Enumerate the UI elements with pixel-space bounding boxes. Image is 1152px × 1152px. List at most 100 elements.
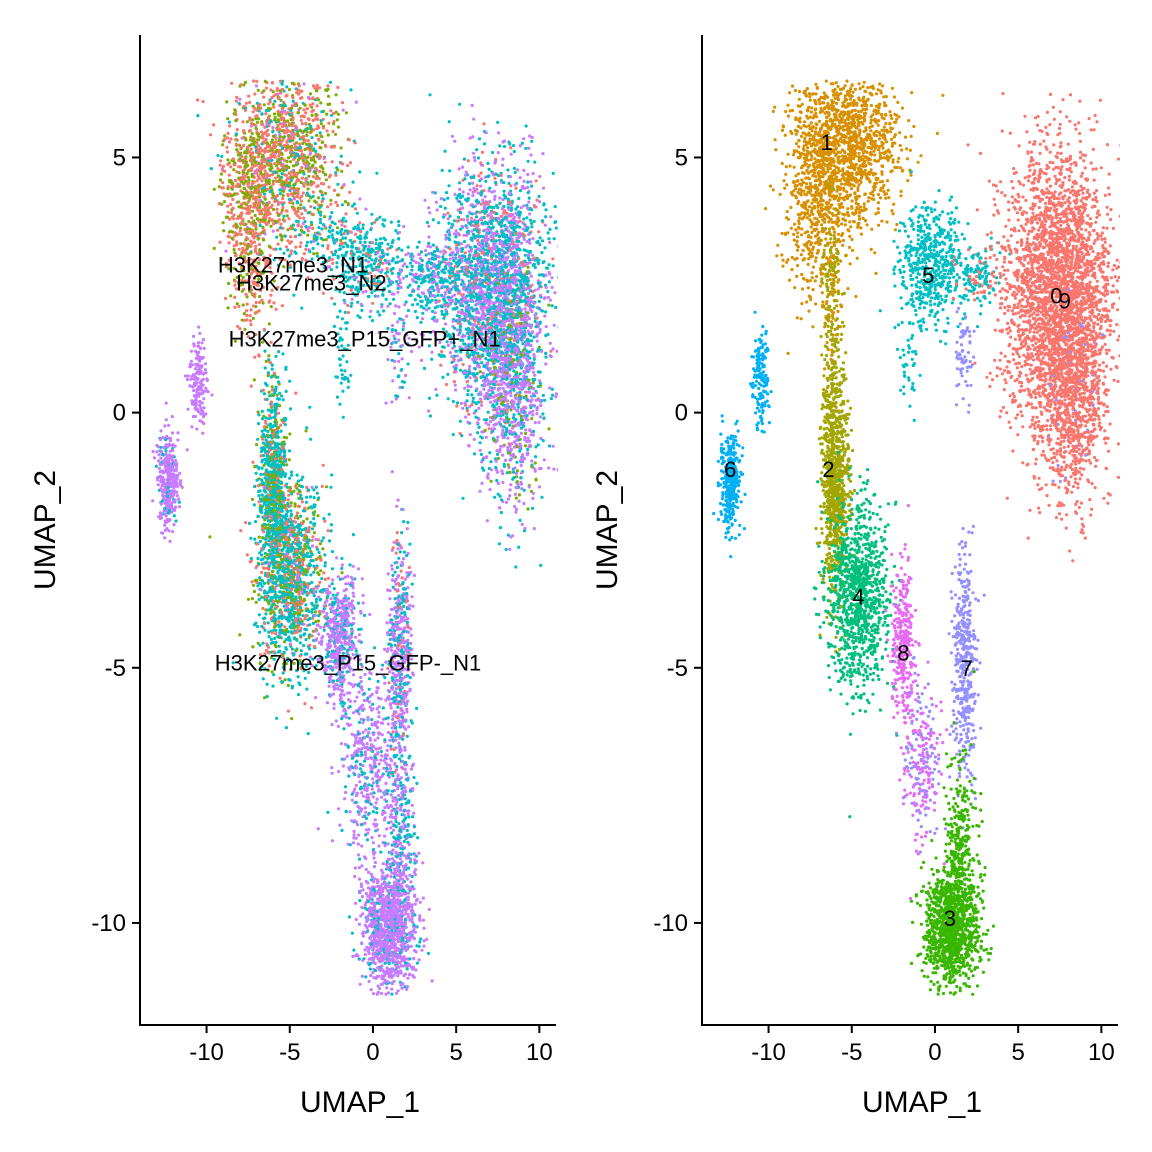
data-point [253,106,257,110]
data-point [373,274,377,278]
data-point [456,215,461,219]
data-point [526,279,530,283]
data-point [363,276,367,280]
data-point [471,193,475,198]
data-point [327,229,331,233]
data-point [249,322,253,327]
data-point [477,322,481,326]
data-point [545,266,550,270]
data-point [209,167,213,171]
data-point [428,211,432,215]
data-point [221,143,225,147]
data-point [452,357,456,361]
data-point [304,111,308,115]
data-point [269,164,273,168]
data-point [358,284,362,288]
data-point [261,225,265,229]
data-point [233,108,237,112]
data-point [362,283,366,287]
data-point [461,247,465,251]
data-point [523,307,527,311]
data-point [260,158,264,162]
data-point [336,112,340,116]
data-point [454,297,458,301]
data-point [296,110,301,115]
data-point [299,149,303,153]
data-point [299,90,303,94]
data-point [544,273,548,277]
data-point [275,211,279,215]
data-point [239,83,243,87]
data-point [533,266,537,270]
data-point [487,237,491,241]
data-point [376,310,380,314]
data-point [364,252,368,256]
data-point [262,192,267,196]
data-point [390,259,394,263]
data-point [397,230,402,235]
data-point [279,201,283,205]
data-point [247,178,251,183]
data-point [285,183,289,188]
data-point [439,363,443,367]
data-point [395,279,399,284]
data-point [527,200,531,204]
data-point [355,271,360,275]
data-point [474,415,478,419]
data-point [537,230,541,234]
data-point [300,122,304,126]
data-point [527,365,531,369]
data-point [386,252,390,256]
data-point [466,229,470,233]
data-point [448,233,452,237]
data-point [446,196,450,200]
data-point [374,242,378,246]
data-point [476,351,480,355]
data-point [509,286,513,290]
data-point [288,201,292,205]
data-point [305,130,309,134]
data-point [280,168,284,172]
data-point [479,287,483,291]
data-point [508,191,512,195]
data-point [498,234,502,239]
data-point [503,223,507,228]
data-point [246,210,250,214]
data-point [363,236,367,240]
data-point [305,107,309,111]
data-point [236,216,240,220]
data-point [534,325,538,329]
data-point [439,204,443,209]
data-point [476,156,481,160]
data-point [560,289,563,292]
data-point [485,290,489,294]
data-point [540,309,545,313]
data-point [446,211,450,215]
data-point [328,80,333,84]
data-point [396,286,400,290]
data-point [507,269,511,273]
data-point [224,296,228,301]
data-point [506,278,510,282]
data-point [372,262,376,266]
data-point [299,199,304,203]
data-point [272,171,277,175]
data-point [475,148,479,152]
data-point [358,264,362,268]
data-point [522,234,527,238]
data-point [450,134,454,138]
data-point [468,286,473,290]
data-point [272,112,277,116]
data-point [536,287,540,291]
data-point [348,190,352,194]
data-point [252,276,256,281]
data-point [287,217,291,221]
data-point [247,94,251,98]
data-point [278,79,282,83]
data-point [474,292,478,296]
data-point [267,162,271,166]
data-point [466,384,470,389]
data-point [312,128,316,132]
data-point [494,305,498,309]
data-point [243,260,248,264]
